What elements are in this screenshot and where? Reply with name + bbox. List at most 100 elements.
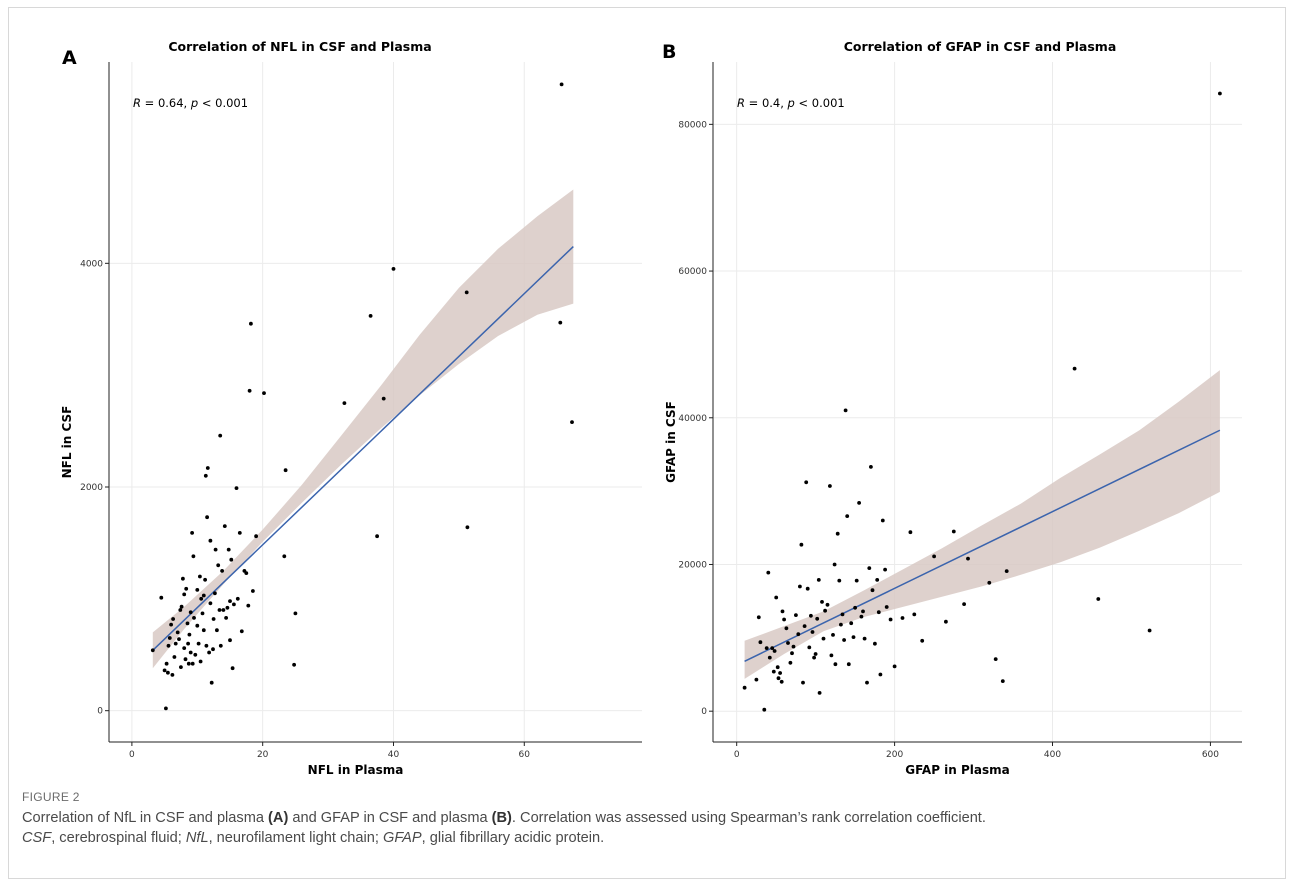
data-point [207, 650, 212, 655]
data-point [191, 554, 196, 559]
data-point [342, 401, 347, 405]
data-point [774, 595, 779, 600]
x-tick-label: 0 [129, 750, 135, 760]
data-point [211, 647, 215, 652]
data-point [813, 652, 818, 656]
data-point [186, 641, 191, 646]
data-point [756, 615, 761, 620]
data-point [192, 616, 196, 620]
figure-caption: Correlation of NfL in CSF and plasma (A)… [22, 809, 1272, 848]
data-point [951, 529, 956, 534]
data-point [391, 267, 396, 271]
data-point [780, 609, 785, 614]
figure-frame [8, 7, 1286, 879]
y-tick-label: 60000 [678, 267, 707, 277]
annotation-part: = 0.4, [745, 96, 788, 110]
data-point [164, 706, 168, 711]
data-point [184, 586, 189, 591]
data-point [249, 321, 253, 326]
data-point [198, 659, 203, 664]
x-tick-label: 20 [257, 750, 269, 760]
data-point [559, 82, 564, 87]
caption-abbr-csf: CSF [22, 829, 52, 846]
data-point [203, 473, 208, 478]
data-point [201, 593, 206, 598]
y-tick-label: 0 [701, 707, 707, 717]
x-tick-label: 0 [734, 750, 740, 760]
data-point [831, 633, 835, 637]
data-point [815, 616, 820, 621]
data-point [193, 652, 198, 657]
data-point [762, 707, 767, 712]
y-tick-label: 0 [97, 707, 103, 717]
data-point [798, 584, 802, 589]
data-point [262, 391, 266, 395]
data-point [807, 645, 812, 650]
x-tick-label: 60 [519, 750, 531, 760]
data-point [190, 531, 195, 535]
data-point [875, 578, 880, 582]
caption-text: Correlation of NfL in CSF and plasma [22, 810, 269, 826]
data-point [226, 547, 231, 552]
data-point [216, 563, 221, 568]
data-point [205, 466, 210, 470]
data-point [187, 632, 192, 637]
correlation-annotation: R = 0.64, p < 0.001 [133, 96, 248, 110]
x-tick-label: 600 [1202, 750, 1219, 760]
data-point [764, 646, 769, 650]
annotation-part: < 0.001 [795, 96, 845, 110]
data-point [828, 484, 832, 488]
y-tick-label: 40000 [678, 414, 707, 424]
y-tick-label: 2000 [80, 483, 103, 493]
caption-def-csf: , cerebrospinal fluid; [51, 829, 186, 846]
data-point [205, 515, 210, 520]
data-point [235, 596, 240, 601]
data-point [742, 685, 747, 690]
data-point [870, 588, 875, 593]
data-point [1000, 679, 1005, 683]
data-point [172, 655, 177, 659]
data-point [849, 621, 854, 626]
data-point [218, 433, 223, 438]
annotation-part: p [190, 96, 198, 110]
data-point [966, 556, 970, 561]
data-point [218, 643, 223, 648]
caption-area: FIGURE 2 Correlation of NfL in CSF and p… [22, 790, 1272, 848]
data-point [772, 649, 777, 653]
caption-ref-a: (A) [268, 810, 289, 826]
data-point [293, 611, 298, 616]
caption-abbr-gfap: GFAP [383, 829, 422, 846]
data-point [188, 610, 193, 615]
data-point [162, 668, 167, 673]
confidence-band [744, 370, 1220, 679]
data-point [1147, 628, 1152, 633]
data-point [237, 531, 242, 535]
data-point [788, 660, 793, 665]
data-point [888, 617, 893, 622]
annotation-part: R [133, 96, 141, 110]
data-point [228, 638, 232, 643]
data-point [987, 580, 992, 585]
data-point [754, 677, 759, 682]
data-point [211, 617, 216, 621]
data-point [179, 665, 183, 669]
correlation-annotation: R = 0.4, p < 0.001 [737, 96, 845, 110]
data-point [883, 567, 887, 572]
data-point [225, 605, 230, 610]
data-point [173, 641, 178, 646]
data-point [829, 653, 834, 658]
figure-label: FIGURE 2 [22, 790, 80, 804]
x-tick-label: 200 [886, 750, 903, 760]
data-point [782, 617, 786, 622]
data-point [195, 623, 200, 628]
data-point [203, 577, 208, 582]
data-point [779, 679, 784, 684]
data-point [880, 518, 885, 523]
data-point [854, 578, 859, 583]
data-point [222, 524, 227, 528]
data-point [150, 648, 155, 653]
data-point [802, 624, 807, 628]
data-point [175, 630, 180, 635]
data-point [178, 608, 183, 612]
data-point [183, 657, 188, 662]
